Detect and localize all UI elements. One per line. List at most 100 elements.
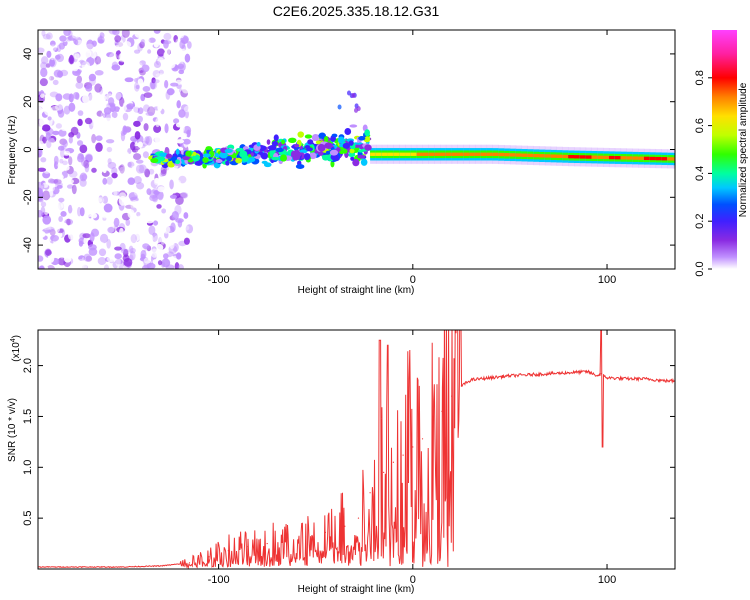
transition-cell (226, 155, 233, 162)
noise-cell (130, 196, 139, 202)
noise-cell (155, 78, 162, 89)
noise-cell (42, 92, 49, 100)
carrier-core-cell (579, 155, 587, 159)
carrier-core-cell (474, 152, 482, 156)
noise-cell (71, 203, 80, 210)
noise-cell (169, 194, 177, 199)
transition-cell (307, 139, 314, 145)
carrier-core-cell (626, 156, 633, 160)
noise-cell (164, 247, 169, 253)
noise-cell (103, 203, 113, 213)
carrier-core-cell (463, 152, 470, 156)
noise-cell (135, 101, 142, 109)
noise-cell (152, 79, 160, 84)
snr-multiplier-exp: 4 (10, 338, 17, 342)
noise-cell (87, 205, 93, 211)
carrier-core-cell (667, 157, 674, 161)
noise-cell (88, 143, 95, 153)
noise-cell (160, 235, 166, 245)
noise-cell (40, 157, 47, 163)
noise-cell (63, 30, 71, 37)
noise-cell (42, 86, 48, 92)
noise-cell (118, 195, 127, 206)
noise-cell (71, 184, 77, 195)
transition-cell (352, 158, 360, 167)
spectrogram-x-tick-label: -100 (208, 274, 230, 286)
noise-cell (82, 94, 90, 104)
noise-cell (99, 233, 109, 244)
noise-cell (111, 64, 121, 71)
noise-cell (53, 202, 61, 212)
noise-cell (133, 176, 142, 185)
snr-data-point (402, 454, 404, 456)
transition-cell (263, 162, 272, 168)
noise-cell (139, 60, 146, 66)
noise-cell (137, 115, 143, 123)
noise-cell (155, 243, 164, 252)
snr-data-point (369, 492, 371, 494)
noise-cell (75, 264, 85, 269)
noise-cell (89, 177, 96, 186)
noise-cell (142, 200, 149, 206)
noise-cell (66, 218, 71, 226)
carrier-core-cell (375, 152, 383, 156)
noise-cell (38, 197, 44, 203)
transition-cell (297, 131, 305, 138)
transition-cell (175, 159, 181, 165)
noise-cell (102, 46, 110, 55)
noise-cell (97, 257, 107, 266)
noise-cell (141, 64, 150, 73)
noise-cell (43, 147, 51, 156)
noise-cell (77, 110, 84, 116)
noise-cell (53, 155, 59, 166)
noise-cell (153, 41, 159, 48)
snr-data-point (82, 566, 84, 568)
noise-cell (140, 249, 147, 259)
transition-cell (295, 164, 305, 170)
noise-cell (83, 159, 90, 169)
noise-cell (94, 197, 103, 203)
noise-cell (106, 176, 113, 185)
carrier-core-cell (480, 152, 488, 156)
noise-cell (80, 191, 85, 199)
noise-cell (96, 241, 105, 246)
noise-cell (38, 167, 47, 172)
carrier-core-cell (539, 154, 546, 158)
noise-cell (142, 104, 150, 112)
transition-cell (165, 153, 173, 159)
noise-cell (83, 236, 88, 245)
noise-cell (148, 168, 155, 175)
noise-cell (60, 202, 66, 208)
noise-cell (76, 221, 83, 227)
noise-cell (152, 259, 159, 265)
noise-cell (109, 104, 117, 113)
snr-data-point (625, 378, 628, 380)
noise-cell (85, 213, 91, 218)
snr-x-tick-label: -100 (208, 574, 230, 586)
noise-cell (134, 77, 139, 83)
noise-cell (137, 195, 144, 201)
noise-cell (127, 161, 132, 168)
snr-data-point (357, 517, 360, 519)
noise-cell (41, 54, 48, 63)
noise-cell (102, 195, 109, 204)
noise-cell (175, 218, 184, 223)
noise-cell (79, 207, 85, 217)
carrier-core-cell (521, 153, 528, 157)
noise-cell (93, 30, 101, 39)
noise-cell (48, 68, 53, 75)
snr-y-tick-label: 1.0 (22, 460, 34, 475)
noise-cell (62, 246, 71, 251)
noise-cell (180, 192, 189, 199)
noise-cell (45, 63, 51, 68)
noise-cell (88, 92, 93, 101)
transition-cell (317, 144, 326, 152)
noise-cell (79, 144, 88, 154)
noise-cell (46, 265, 55, 269)
noise-cell (81, 174, 88, 181)
transition-cell (353, 144, 361, 148)
noise-cell (143, 123, 149, 131)
carrier-core-cell (533, 153, 540, 158)
noise-cell (67, 204, 73, 214)
transition-cell (323, 135, 329, 144)
